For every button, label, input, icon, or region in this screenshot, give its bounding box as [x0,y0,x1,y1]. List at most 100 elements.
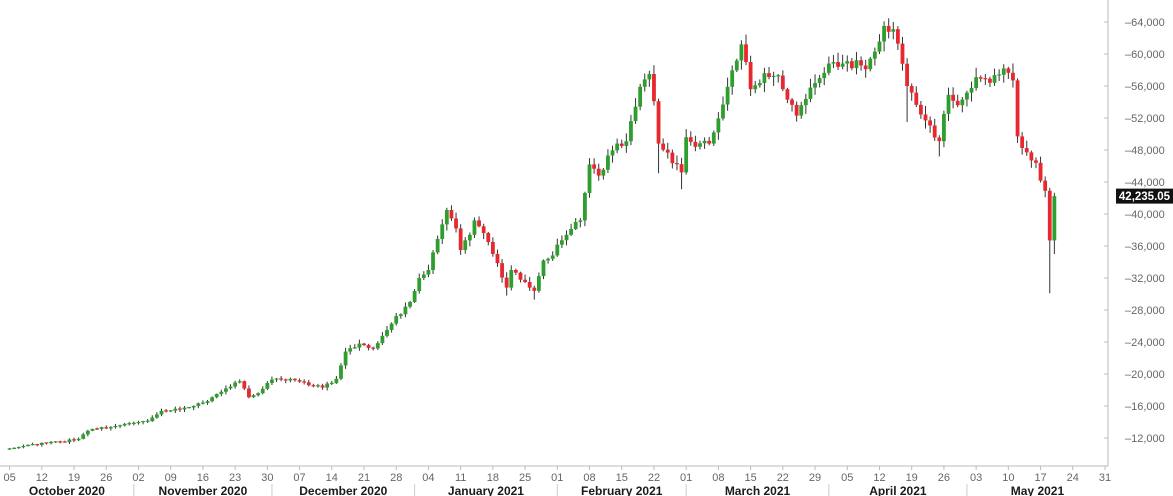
candle-body [532,287,537,291]
candle-body [486,232,491,242]
x-tick-label: 08 [583,472,595,484]
candle-body [12,447,17,450]
candle-body [633,106,638,122]
x-tick-label: 23 [229,472,241,484]
candle-body [891,29,896,32]
candle-body [421,274,426,278]
candle-body [311,385,316,387]
candle-body [1020,136,1025,148]
candle-body [297,380,302,382]
candle-body [35,444,40,446]
candle-body [776,75,781,77]
candle-body [76,438,81,441]
x-tick-label: 17 [1034,472,1046,484]
candle-body [247,388,251,398]
month-label: February 2021 [581,484,663,496]
candle-body [279,378,284,380]
candle-body [693,141,698,147]
candle-body [937,137,942,142]
candle-body [228,386,233,389]
candle-body [826,63,831,73]
candle-body [523,279,527,282]
candle-body [164,410,168,412]
candle-body [417,278,422,292]
x-tick-label: 26 [100,472,112,484]
candle-body [81,434,86,439]
candle-body [877,41,882,52]
candle-body [656,101,661,144]
candle-body [624,141,629,146]
x-tick-label: 19 [906,472,918,484]
candle-body [619,143,624,146]
candle-body [679,164,684,173]
candle-body [44,442,49,444]
candle-body [546,258,550,261]
candle-body [72,439,76,441]
candle-body [385,329,389,336]
candle-body [504,277,509,288]
candle-body [771,75,776,78]
candle-body [946,94,951,114]
candle-body [274,378,279,380]
candle-body [150,417,155,422]
candle-body [293,378,297,381]
x-tick-label: 15 [744,472,756,484]
x-tick-label: 08 [712,472,724,484]
candle-body [748,62,753,90]
candle-body [389,323,394,330]
candle-body [988,78,992,83]
x-tick-label: 22 [648,472,660,484]
x-tick-label: 31 [1099,472,1111,484]
candle-body [242,381,247,389]
candle-body [928,120,933,126]
y-tick-label: –40,000 [1125,209,1165,221]
candle-body [187,406,192,409]
candle-body [141,421,145,423]
x-tick-label: 05 [841,472,853,484]
candle-body [251,395,256,398]
y-tick-label: –20,000 [1125,369,1165,381]
x-tick-label: 03 [970,472,982,484]
candle-body [642,79,647,87]
candle-body [394,316,399,324]
candle-body [753,85,758,90]
candle-body [173,408,178,411]
candle-body [1015,80,1020,137]
candle-body [1038,162,1043,181]
candle-body [790,99,794,105]
candle-body [131,422,136,424]
y-axis: –12,000 –16,000 –20,000 –24,000 –28,000 –32,0… [1104,0,1165,466]
candle-body [960,99,965,106]
month-label: May 2021 [1011,484,1065,496]
candle-body [67,439,72,443]
candle-body [684,137,689,173]
candle-body [477,220,481,227]
candle-body [978,77,983,79]
candle-body [854,60,859,69]
candle-body [817,78,822,84]
candle-body [306,382,311,386]
candle-body [380,335,385,344]
y-tick-label: –48,000 [1125,145,1165,157]
candle-body [587,164,592,194]
candle-body [177,408,182,410]
candle-body [863,65,868,70]
candle-body [872,51,877,59]
candle-body [744,44,748,62]
candle-body [895,29,900,44]
candle-body [711,132,716,144]
candle-body [859,60,863,66]
candle-body [882,26,886,42]
candle-body [661,143,666,150]
candle-body [647,74,652,80]
x-tick-label: 11 [455,472,466,484]
candle-body [366,345,371,348]
y-tick-label: –24,000 [1125,337,1165,349]
y-tick-label: –60,000 [1125,49,1165,61]
candle-body [569,229,574,235]
candle-body [707,140,712,144]
x-tick-label: 28 [390,472,402,484]
month-label: November 2020 [159,484,248,496]
candle-body [127,423,132,425]
